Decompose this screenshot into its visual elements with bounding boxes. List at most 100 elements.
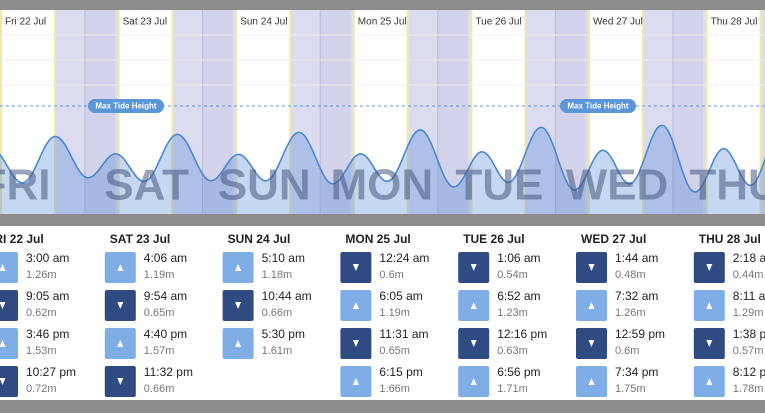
tide-height: 1.19m	[379, 307, 410, 319]
tide-time: 3:00 am	[26, 251, 69, 265]
chart-day-label: Wed 27 Jul	[593, 17, 643, 28]
tide-time: 11:32 pm	[144, 365, 193, 379]
tide-height: 1.78m	[733, 383, 764, 395]
tide-height: 0.66m	[262, 307, 293, 319]
tide-line	[0, 124, 765, 193]
tide-time: 12:24 am	[379, 251, 429, 265]
tide-time: 3:46 pm	[26, 327, 69, 341]
day-banner: SUN	[218, 161, 311, 210]
tide-time: 12:16 pm	[497, 327, 547, 341]
max-tide-label: Max Tide Height	[95, 102, 157, 111]
tide-time: 4:06 am	[144, 251, 187, 265]
tide-time: 2:18 am	[733, 251, 765, 265]
tide-time: 1:44 am	[615, 251, 658, 265]
up-arrow	[706, 378, 713, 385]
tide-time: 7:34 pm	[615, 365, 658, 379]
up-arrow	[235, 340, 242, 347]
high-tide-icon	[0, 252, 18, 283]
day-banner: FRI	[0, 161, 50, 210]
tide-time: 8:12 pm	[733, 365, 765, 379]
tide-time: 9:05 am	[26, 289, 69, 303]
tide-height: 1.61m	[262, 345, 293, 357]
chart: FRI SAT SUN MON TUE WED THU Fri 22 Jul Sat 23 Ju…	[0, 10, 765, 214]
tide-height: 1.26m	[615, 307, 646, 319]
day-header: FRI 22 Jul	[0, 232, 44, 246]
down-arrow	[706, 264, 713, 271]
up-arrow	[352, 378, 359, 385]
tide-height: 0.48m	[615, 269, 646, 281]
tide-time: 5:10 am	[262, 251, 305, 265]
tide-height: 1.75m	[615, 383, 646, 395]
tide-height: 1.66m	[379, 383, 410, 395]
chart-day-label: Sat 23 Jul	[123, 17, 167, 28]
down-arrow	[352, 340, 359, 347]
tide-height: 0.44m	[733, 269, 764, 281]
night-band-dark	[673, 10, 703, 214]
chart-day-label: Mon 25 Jul	[358, 17, 407, 28]
tide-time: 10:44 am	[262, 289, 312, 303]
tide-time: 6:52 am	[497, 289, 540, 303]
day-header: SAT 23 Jul	[110, 232, 170, 246]
low-tide-icon	[0, 290, 18, 321]
tide-height: 0.6m	[615, 345, 639, 357]
down-arrow	[0, 378, 6, 385]
tide-height: 0.65m	[144, 307, 175, 319]
tide-height: 0.63m	[497, 345, 528, 357]
up-arrow	[588, 302, 595, 309]
chart-day-label: Thu 28 Jul	[711, 17, 758, 28]
up-arrow	[588, 378, 595, 385]
down-arrow	[706, 340, 713, 347]
max-tide-pill	[88, 99, 164, 113]
up-arrow	[352, 302, 359, 309]
tide-height: 1.71m	[497, 383, 528, 395]
chart-day-label: Tue 26 Jul	[475, 17, 521, 28]
down-arrow	[117, 302, 124, 309]
down-arrow	[235, 302, 242, 309]
tide-time: 10:27 pm	[26, 365, 76, 379]
day-header: MON 25 Jul	[345, 232, 410, 246]
tide-time: 9:54 am	[144, 289, 187, 303]
up-arrow	[470, 378, 477, 385]
tide-time: 1:06 am	[497, 251, 540, 265]
day-header: SUN 24 Jul	[228, 232, 291, 246]
tide-height: 1.57m	[144, 345, 175, 357]
night-band	[760, 10, 765, 214]
up-arrow	[0, 264, 6, 271]
chart-day-label: Fri 22 Jul	[5, 17, 46, 28]
tide-height: 0.72m	[26, 383, 57, 395]
tide-area	[0, 125, 765, 214]
tide-height: 1.23m	[497, 307, 528, 319]
day-banner: TUE	[455, 161, 543, 210]
day-header: THU 28 Jul	[699, 232, 761, 246]
tide-height: 0.62m	[26, 307, 57, 319]
tide-height: 0.54m	[497, 269, 528, 281]
up-arrow	[470, 302, 477, 309]
up-arrow	[235, 264, 242, 271]
tide-time: 12:59 pm	[615, 327, 665, 341]
tide-height: 0.65m	[379, 345, 410, 357]
high-tide-icon	[0, 328, 18, 359]
day-banner: WED	[566, 161, 669, 210]
day-header: WED 27 Jul	[581, 232, 646, 246]
up-arrow	[0, 340, 6, 347]
tide-height: 1.53m	[26, 345, 57, 357]
tide-time: 6:05 am	[379, 289, 422, 303]
tide-height: 1.29m	[733, 307, 764, 319]
tide-time: 6:15 pm	[379, 365, 422, 379]
down-arrow	[0, 302, 6, 309]
up-arrow	[706, 302, 713, 309]
tide-time: 4:40 pm	[144, 327, 187, 341]
tide-time: 7:32 am	[615, 289, 658, 303]
tide-time: 6:56 pm	[497, 365, 540, 379]
tide-height: 1.18m	[262, 269, 293, 281]
night-band-dark	[320, 10, 351, 214]
tide-time: 5:30 pm	[262, 327, 305, 341]
tide-height: 0.6m	[379, 269, 403, 281]
tide-time: 11:31 am	[379, 327, 428, 341]
down-arrow	[588, 264, 595, 271]
low-tide-icon	[0, 366, 18, 397]
tide-height: 0.57m	[733, 345, 764, 357]
tide-height: 0.66m	[144, 383, 175, 395]
